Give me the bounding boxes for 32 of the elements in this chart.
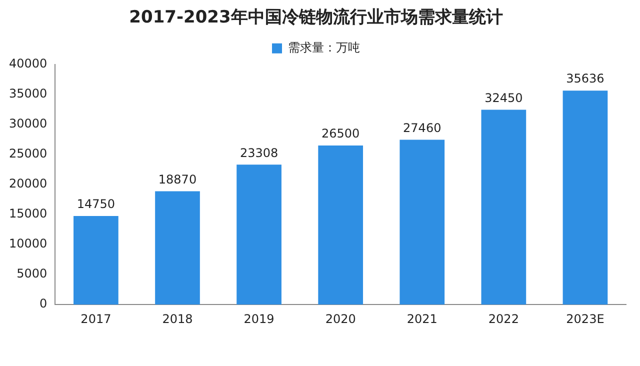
y-tick-label: 25000: [8, 146, 48, 161]
y-tick-label: 40000: [8, 56, 48, 71]
data-label: 27460: [403, 120, 442, 135]
x-tick-label: 2023E: [566, 312, 604, 326]
x-tick-label: 2020: [325, 312, 356, 326]
y-tick-label: 10000: [8, 236, 48, 251]
data-label: 26500: [321, 126, 360, 141]
y-tick-label: 15000: [8, 206, 48, 221]
bar: [318, 145, 364, 305]
bar: [562, 90, 608, 305]
bar: [400, 140, 445, 305]
y-tick-label: 0: [40, 296, 48, 311]
bar: [155, 191, 200, 305]
data-label: 35636: [566, 72, 604, 86]
legend-label: 需求量：万吨: [288, 40, 360, 55]
x-tick-label: 2017: [80, 312, 112, 326]
bar: [481, 110, 526, 305]
y-tick-label: 30000: [8, 116, 48, 131]
x-tick-label: 2018: [162, 312, 193, 326]
y-tick-label: 5000: [16, 266, 48, 281]
x-tick-label: 2019: [244, 312, 274, 326]
data-label: 14750: [76, 197, 116, 212]
bar: [236, 164, 282, 305]
y-tick-label: 20000: [8, 176, 48, 191]
x-tick-label: 2021: [406, 312, 438, 326]
chart-title: 2017-2023年中国冷链物流行业市场需求量统计: [129, 8, 503, 28]
data-label: 23308: [240, 146, 278, 160]
x-tick-label: 2022: [488, 312, 519, 326]
data-label: 18870: [158, 172, 197, 186]
data-label: 32450: [484, 90, 523, 105]
bar: [74, 216, 118, 305]
y-tick-label: 35000: [8, 86, 48, 101]
